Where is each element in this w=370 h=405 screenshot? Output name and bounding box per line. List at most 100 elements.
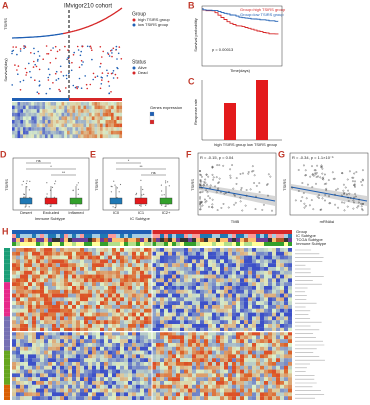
heat-cell [144, 297, 148, 302]
heat-cell [180, 259, 184, 264]
heat-cell [164, 384, 168, 389]
heat-cell [284, 369, 288, 374]
heat-cell [232, 327, 236, 332]
heat-cell [86, 120, 90, 124]
heat-cell [116, 320, 120, 325]
heat-cell [68, 324, 72, 328]
heat-cell [260, 354, 264, 359]
point [346, 178, 349, 181]
heat-cell [256, 251, 260, 256]
heat-cell [220, 377, 224, 382]
heat-cell [240, 248, 244, 252]
point [361, 184, 364, 187]
annotation-cell [188, 238, 192, 242]
heat-cell [132, 274, 136, 279]
heat-cell [268, 293, 272, 298]
heat-cell [100, 267, 104, 271]
heat-cell [40, 251, 44, 256]
heat-cell [184, 312, 188, 317]
heat-cell [232, 251, 236, 256]
heat-cell [48, 354, 52, 359]
heat-cell [56, 127, 59, 131]
row-annotation [4, 327, 10, 332]
survival-dot [78, 77, 81, 80]
heat-cell [144, 305, 148, 309]
heat-cell [212, 362, 216, 366]
heat-cell [20, 381, 24, 385]
heat-cell [208, 312, 212, 317]
heat-cell [32, 278, 36, 283]
heat-cell [180, 251, 184, 256]
heat-cell [216, 270, 220, 275]
heat-cell [12, 358, 16, 363]
heat-cell [160, 297, 164, 302]
heat-cell [172, 373, 176, 378]
survival-dot [108, 92, 111, 94]
heat-cell [28, 365, 32, 370]
heat-cell [100, 263, 104, 268]
heat-cell [264, 274, 268, 279]
heat-cell [160, 346, 164, 351]
heat-cell [96, 327, 100, 332]
heat-cell [244, 384, 248, 389]
heat-cell [156, 381, 160, 385]
heat-cell [160, 263, 164, 268]
heat-cell [164, 354, 168, 359]
heat-cell [216, 324, 220, 328]
heat-cell [176, 293, 180, 298]
row-annotation [4, 377, 10, 381]
heat-cell [64, 105, 68, 110]
heat-cell [236, 327, 240, 332]
heat-cell [48, 282, 52, 287]
heat-cell [16, 358, 20, 363]
heat-cell [28, 324, 32, 328]
heat-cell [232, 335, 236, 340]
heat-cell [280, 305, 284, 309]
heat-cell [236, 381, 240, 385]
heat-cell [120, 308, 124, 313]
survival-dot [86, 87, 88, 90]
heat-cell [268, 362, 272, 366]
heat-cell [28, 358, 32, 363]
heat-cell [88, 267, 92, 271]
annotation-cell [136, 234, 140, 238]
annotation-cell [244, 238, 248, 242]
heat-cell [94, 105, 98, 110]
annotation-label: IC Subtype [296, 233, 317, 238]
annotation-cell [252, 238, 256, 242]
heat-cell [144, 251, 148, 256]
heat-cell [260, 289, 264, 294]
heat-cell [44, 392, 48, 397]
heat-cell [88, 270, 92, 275]
heat-cell [284, 327, 288, 332]
survival-dot [36, 60, 39, 62]
heat-cell [180, 324, 184, 328]
heat-cell [160, 327, 164, 332]
heat-cell [94, 102, 98, 106]
heat-cell [100, 308, 104, 313]
heat-cell [224, 369, 228, 374]
heat-cell [256, 308, 260, 313]
heat-cell [172, 339, 176, 344]
heat-cell [100, 255, 104, 260]
heat-cell [168, 286, 172, 290]
annotation-cell [144, 234, 148, 238]
heat-cell [60, 331, 64, 336]
heat-cell [212, 350, 216, 355]
heat-cell [196, 248, 200, 252]
heat-cell [264, 286, 268, 290]
heat-cell [232, 312, 236, 317]
heat-cell [52, 248, 56, 252]
heat-cell [16, 354, 20, 359]
heat-cell [112, 267, 116, 271]
heat-cell [276, 286, 280, 290]
heat-cell [108, 259, 112, 264]
heat-cell [102, 112, 106, 117]
annotation-cell [64, 230, 68, 234]
heat-cell [72, 373, 76, 378]
heat-cell [140, 384, 144, 389]
heat-cell [124, 377, 128, 382]
heat-cell [132, 369, 136, 374]
heat-cell [108, 343, 112, 347]
heat-cell [264, 362, 268, 366]
